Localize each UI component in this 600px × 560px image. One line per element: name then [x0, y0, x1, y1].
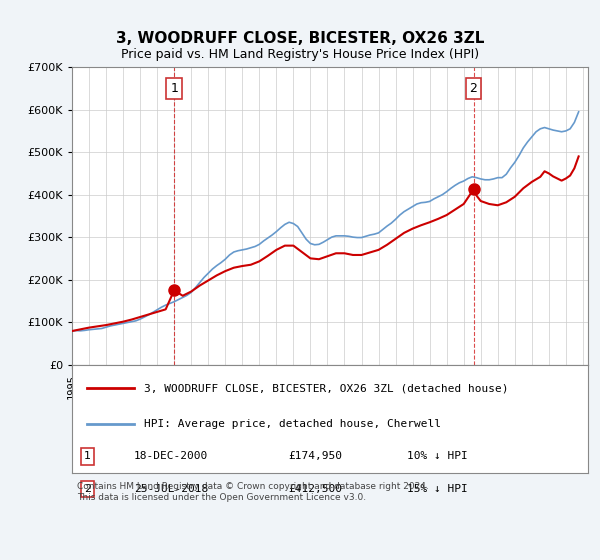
- Text: 1: 1: [84, 451, 91, 461]
- Text: Price paid vs. HM Land Registry's House Price Index (HPI): Price paid vs. HM Land Registry's House …: [121, 48, 479, 60]
- Text: £412,500: £412,500: [289, 484, 343, 494]
- Text: 3, WOODRUFF CLOSE, BICESTER, OX26 3ZL (detached house): 3, WOODRUFF CLOSE, BICESTER, OX26 3ZL (d…: [144, 384, 509, 393]
- Text: £174,950: £174,950: [289, 451, 343, 461]
- Text: 15% ↓ HPI: 15% ↓ HPI: [407, 484, 468, 494]
- Text: 10% ↓ HPI: 10% ↓ HPI: [407, 451, 468, 461]
- Text: 3, WOODRUFF CLOSE, BICESTER, OX26 3ZL: 3, WOODRUFF CLOSE, BICESTER, OX26 3ZL: [116, 31, 484, 46]
- Text: 2: 2: [470, 82, 478, 95]
- Text: 25-JUL-2018: 25-JUL-2018: [134, 484, 208, 494]
- Text: 2: 2: [84, 484, 91, 494]
- Text: 1: 1: [170, 82, 178, 95]
- Text: HPI: Average price, detached house, Cherwell: HPI: Average price, detached house, Cher…: [144, 419, 441, 429]
- Text: 18-DEC-2000: 18-DEC-2000: [134, 451, 208, 461]
- Text: Contains HM Land Registry data © Crown copyright and database right 2024.
This d: Contains HM Land Registry data © Crown c…: [77, 483, 429, 502]
